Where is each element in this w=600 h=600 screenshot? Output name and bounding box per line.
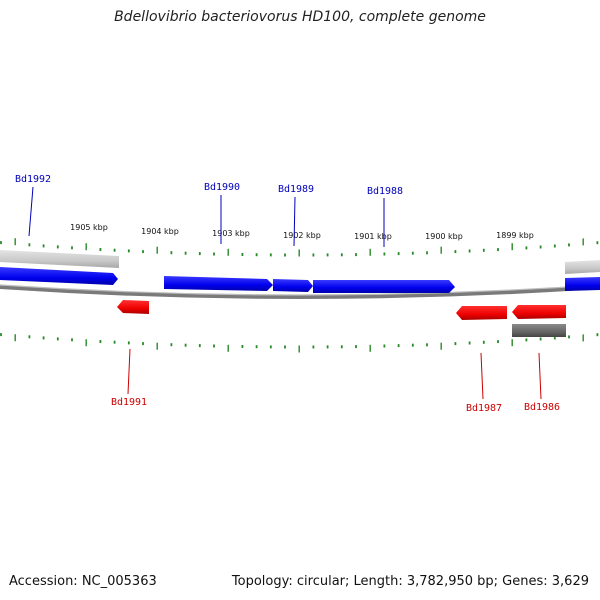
genome-stats-text: Topology: circular; Length: 3,782,950 bp… xyxy=(231,574,589,589)
gene-arrow-bd1991[interactable] xyxy=(117,300,149,314)
gene-arrow-right-edge[interactable] xyxy=(565,277,600,291)
tick-row-bottom xyxy=(0,333,599,353)
accession-text: Accession: NC_005363 xyxy=(9,574,157,589)
gene-label-bd1986[interactable]: Bd1986 xyxy=(524,402,560,413)
gene-arrow-bd1987[interactable] xyxy=(456,306,507,320)
gene-label-bd1991[interactable]: Bd1991 xyxy=(111,397,147,408)
kbp-label-1905: 1905 kbp xyxy=(70,223,108,232)
gene-arrow-bd1988[interactable] xyxy=(313,280,455,293)
kbp-label-1900: 1900 kbp xyxy=(425,232,463,241)
kbp-label-1904: 1904 kbp xyxy=(141,227,179,236)
kbp-labels: 1905 kbp 1904 kbp 1903 kbp 1902 kbp 1901… xyxy=(70,223,534,241)
kbp-label-1902: 1902 kbp xyxy=(283,231,321,240)
map-title: Bdellovibrio bacteriovorus HD100, comple… xyxy=(114,9,486,25)
gene-labels: Bd1992 Bd1990 Bd1989 Bd1988 Bd1991 Bd198… xyxy=(15,174,560,414)
kbp-label-1901: 1901 kbp xyxy=(354,232,392,241)
gene-label-bd1990[interactable]: Bd1990 xyxy=(204,182,240,193)
kbp-label-1903: 1903 kbp xyxy=(212,229,250,238)
gene-feature-grey-right[interactable] xyxy=(565,260,600,274)
gene-arrow-bd1990[interactable] xyxy=(164,276,273,291)
genome-backbone xyxy=(0,285,600,299)
kbp-label-1899: 1899 kbp xyxy=(496,231,534,240)
gene-leader-lines xyxy=(28,186,542,400)
gene-label-bd1989[interactable]: Bd1989 xyxy=(278,184,314,195)
gene-label-bd1987[interactable]: Bd1987 xyxy=(466,403,502,414)
gene-arrow-bd1989[interactable] xyxy=(273,279,313,292)
gene-label-bd1988[interactable]: Bd1988 xyxy=(367,186,403,197)
tick-row-top xyxy=(0,238,599,257)
gene-arrow-bd1986[interactable] xyxy=(512,305,566,319)
gene-label-bd1992[interactable]: Bd1992 xyxy=(15,174,51,185)
gene-arrow-bd1992[interactable] xyxy=(0,267,118,285)
gene-feature-grey-left[interactable] xyxy=(0,250,119,268)
gene-feature-grey-dark[interactable] xyxy=(512,324,566,337)
